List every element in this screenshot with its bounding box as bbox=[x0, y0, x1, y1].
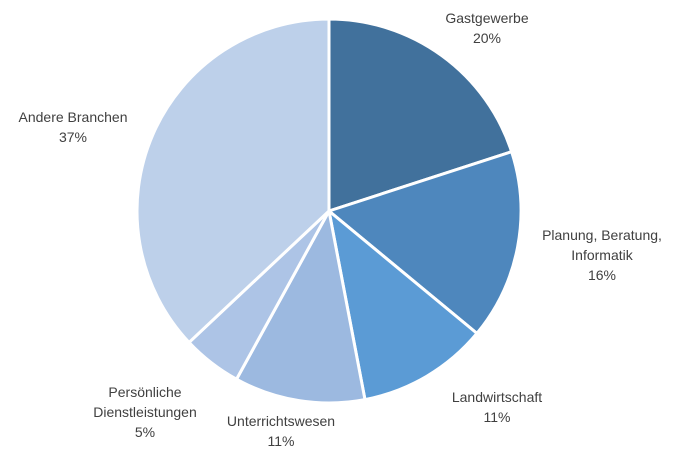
data-label-percent: 16% bbox=[588, 267, 616, 283]
data-label-category: Informatik bbox=[571, 247, 633, 263]
pie-slices bbox=[135, 17, 523, 405]
data-label-gastgewerbe: Gastgewerbe 20% bbox=[445, 10, 528, 46]
pie-slice-andere-branchen bbox=[135, 17, 331, 344]
data-label-category: Persönliche bbox=[108, 384, 181, 400]
data-label-category: Planung, Beratung, bbox=[542, 227, 662, 243]
pie-slice-gastgewerbe bbox=[327, 17, 514, 213]
data-label-category: Andere Branchen bbox=[19, 109, 128, 125]
data-label-category: Dienstleistungen bbox=[93, 404, 197, 420]
data-label-percent: 5% bbox=[135, 424, 155, 440]
data-label-percent: 11% bbox=[484, 409, 511, 425]
data-label-persönliche-dienstleistungen: Persönliche Dienstleistungen 5% bbox=[93, 384, 197, 440]
data-label-andere-branchen: Andere Branchen 37% bbox=[19, 109, 128, 145]
data-label-planung-beratung-informatik: Planung, Beratung, Informatik 16% bbox=[542, 227, 662, 283]
pie-slice-unterrichtswesen bbox=[235, 209, 367, 405]
data-label-category: Unterrichtswesen bbox=[227, 413, 335, 429]
data-label-percent: 37% bbox=[59, 129, 87, 145]
data-label-landwirtschaft: Landwirtschaft 11% bbox=[452, 389, 542, 425]
pie-slice-planung-beratung-informatik bbox=[327, 150, 523, 335]
data-label-category: Gastgewerbe bbox=[445, 10, 528, 26]
data-label-percent: 11% bbox=[268, 433, 295, 449]
data-label-unterrichtswesen: Unterrichtswesen 11% bbox=[227, 413, 335, 449]
data-label-percent: 20% bbox=[473, 30, 501, 46]
data-label-category: Landwirtschaft bbox=[452, 389, 542, 405]
pie-data-labels: Gastgewerbe 20% Planung, Beratung, Informat… bbox=[19, 10, 662, 449]
pie-slice-landwirtschaft bbox=[327, 209, 479, 402]
